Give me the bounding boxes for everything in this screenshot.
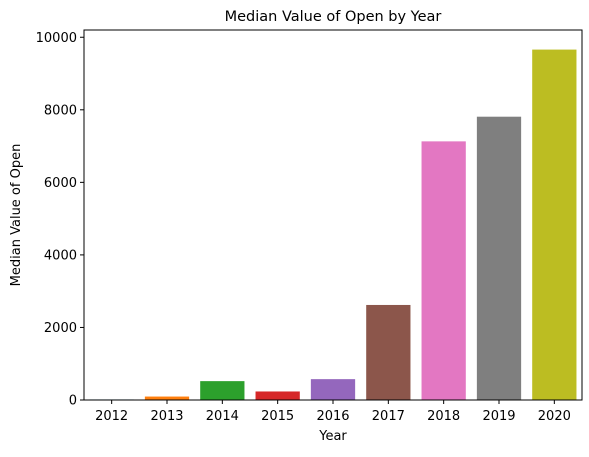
x-tick-label: 2019 [482,409,515,424]
bar-2014 [200,381,245,400]
x-tick-label: 2018 [427,409,460,424]
bars [89,49,577,401]
bar-2013 [144,396,190,400]
x-tick-label: 2020 [538,409,571,424]
bar-2019 [476,116,522,400]
chart-title: Median Value of Open by Year [225,9,442,25]
bar-2015 [255,391,300,400]
bar-2017 [366,304,411,400]
x-axis-ticks: 2012 2013 2014 2015 2016 2017 2018 2019 2020 [95,400,571,424]
plot-frame [83,29,583,401]
y-axis-ticks: 0 2000 4000 6000 8000 10000 [36,31,84,409]
x-tick-label: 2014 [206,409,239,424]
y-tick-label: 4000 [44,248,77,263]
x-axis-label: Year [318,429,347,444]
x-tick-label: 2016 [316,409,349,424]
x-tick-label: 2013 [150,409,183,424]
y-axis-label: Median Value of Open [9,144,24,287]
x-tick-label: 2015 [261,409,294,424]
bar-2018 [421,141,466,401]
x-tick-label: 2017 [372,409,405,424]
y-tick-label: 6000 [44,176,77,191]
y-tick-label: 10000 [36,31,77,46]
bar-2016 [310,379,356,400]
x-tick-label: 2012 [95,409,128,424]
y-tick-label: 8000 [44,103,77,118]
y-tick-label: 2000 [44,321,77,336]
bar-2020 [532,49,577,401]
y-tick-label: 0 [69,394,77,409]
